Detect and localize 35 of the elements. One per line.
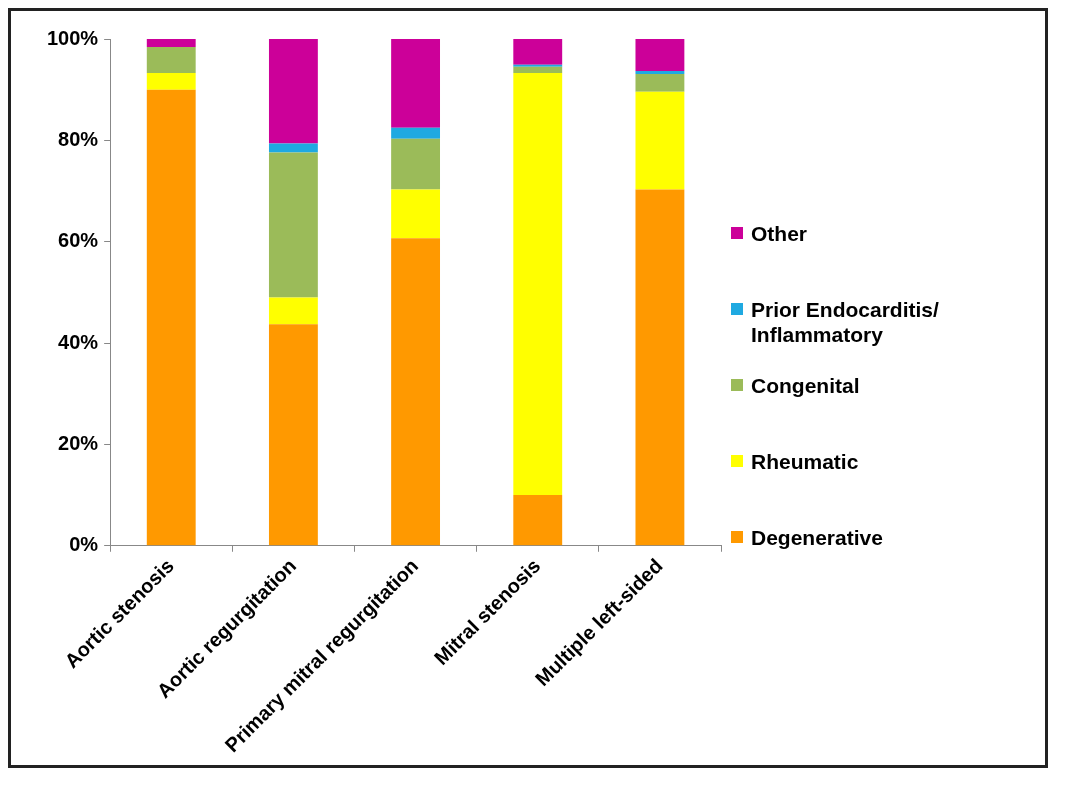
bar	[513, 72, 563, 496]
bar	[268, 324, 318, 546]
legend-label: Rheumatic	[751, 449, 860, 474]
bar	[146, 89, 196, 546]
y-tick-label: 40%	[58, 330, 99, 353]
bar	[268, 297, 318, 325]
y-tick-label: 0%	[69, 533, 99, 556]
legend-label: Congenital	[751, 373, 861, 398]
y-tick-label: 60%	[58, 229, 99, 252]
bar	[635, 91, 685, 190]
bar	[146, 72, 196, 90]
bar	[391, 138, 441, 190]
bar	[513, 495, 563, 546]
y-tick-label: 80%	[58, 127, 99, 150]
bar	[513, 66, 563, 73]
y-tick-label: 20%	[58, 431, 99, 454]
bar	[391, 127, 441, 139]
bar	[146, 39, 196, 48]
bar	[513, 64, 563, 67]
bar	[635, 39, 685, 71]
bar	[268, 152, 318, 298]
bar	[391, 39, 441, 128]
legend-label: Other	[751, 221, 808, 246]
legend-label: Degenerative	[751, 525, 884, 550]
bar	[635, 70, 685, 74]
bar	[635, 189, 685, 546]
legend-label: Prior Endocarditis/ Inflammatory	[751, 297, 940, 347]
bar	[513, 39, 563, 65]
y-tick-label: 100%	[47, 26, 99, 49]
bar	[268, 143, 318, 153]
bar	[391, 238, 441, 546]
bar	[391, 189, 441, 239]
bar	[146, 47, 196, 73]
bar	[268, 39, 318, 144]
bar	[635, 73, 685, 92]
